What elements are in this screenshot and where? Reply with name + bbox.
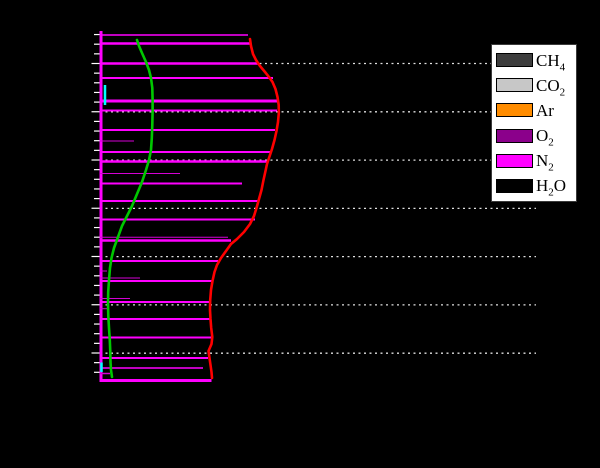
legend-swatch-h2o [496, 178, 533, 193]
legend-label-h2o: H2O [536, 176, 567, 199]
legend-swatch-o2 [496, 128, 533, 143]
red-profile-line [207, 37, 281, 380]
legend-item-n2: N2 [496, 149, 573, 173]
legend-swatch-n2 [496, 153, 533, 168]
legend-label-co2: CO2 [536, 75, 566, 99]
legend-label-ar: Ar [536, 100, 554, 120]
legend-item-ch4: CH4 [496, 48, 573, 74]
green-profile-line [106, 38, 154, 379]
legend-item-ar: Ar [496, 98, 573, 122]
legend-swatch-co2 [496, 78, 533, 93]
legend-item-co2: CO2 [496, 73, 573, 99]
legend-swatch-ar [496, 103, 533, 118]
legend-label-ch4: CH4 [536, 50, 566, 74]
legend-item-o2: O2 [496, 124, 573, 148]
legend-label-o2: O2 [536, 126, 554, 149]
legend-swatch-ch4 [496, 53, 533, 68]
legend-label-n2: N2 [536, 151, 554, 174]
chart-legend: CH4 CO2 Ar O2 N2 H2O [491, 44, 577, 202]
legend-item-h2o: H2O [496, 174, 573, 198]
